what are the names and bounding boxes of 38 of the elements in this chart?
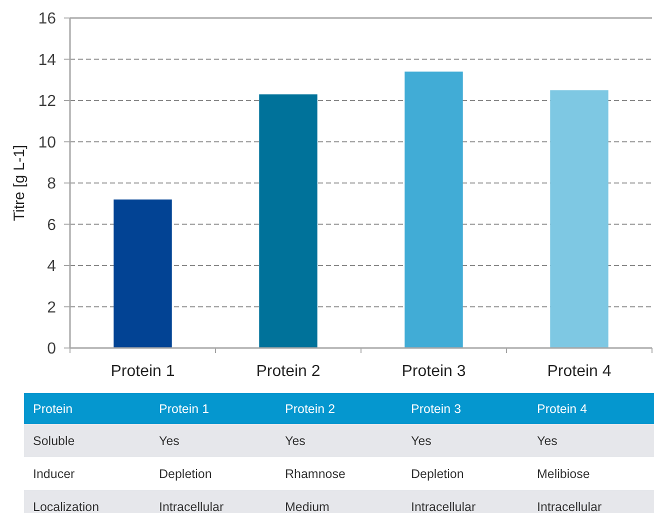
category-label: Protein <box>33 402 73 416</box>
y-tick-label: 14 <box>38 52 56 69</box>
category-label: Protein 4 <box>537 402 588 416</box>
y-tick-label: 4 <box>47 258 56 276</box>
y-tick-label: 16 <box>38 10 56 28</box>
text: Medium <box>285 500 330 513</box>
y-tick-label: 10 <box>38 134 56 152</box>
category-label: Protein 2 <box>285 402 336 416</box>
text: Intracellular <box>159 500 224 513</box>
y-tick-label: 2 <box>47 299 56 316</box>
text: Intracellular <box>411 500 476 513</box>
category-label: Inducer <box>33 466 75 481</box>
text: Melibiose <box>537 466 590 481</box>
y-tick-label: 6 <box>47 216 56 234</box>
text: Depletion <box>159 466 212 481</box>
x-tick-label: Protein 3 <box>402 363 466 380</box>
y-tick-label: 0 <box>47 340 56 358</box>
bar <box>259 94 318 348</box>
category-label: Protein 3 <box>411 402 462 416</box>
text: Yes <box>285 434 306 448</box>
y-axis-title: Titre [g L-1] <box>11 144 28 222</box>
category-label: Protein 1 <box>159 402 210 416</box>
text: Yes <box>159 434 180 448</box>
text: Intracellular <box>537 500 602 513</box>
text: Rhamnose <box>285 466 346 481</box>
x-tick-label: Protein 2 <box>256 363 320 380</box>
bar <box>404 72 463 348</box>
bar <box>550 90 608 348</box>
text: Depletion <box>411 466 464 481</box>
y-tick-label: 8 <box>47 176 56 193</box>
x-tick-label: Protein 1 <box>110 363 175 380</box>
text: Yes <box>411 434 432 448</box>
category-label: Localization <box>33 500 100 513</box>
category-label: Soluble <box>33 434 75 448</box>
y-tick-label: 12 <box>38 93 56 110</box>
text: Yes <box>537 434 558 448</box>
bar <box>114 200 172 348</box>
x-tick-label: Protein 4 <box>547 363 612 380</box>
